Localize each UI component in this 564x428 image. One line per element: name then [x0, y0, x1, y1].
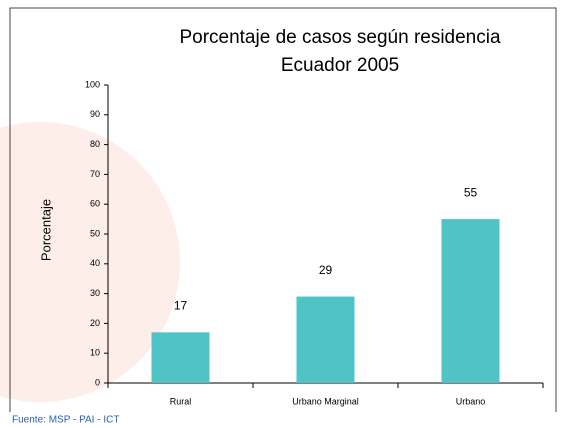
- data-label: 55: [464, 185, 478, 199]
- y-tick-label: 90: [90, 109, 100, 119]
- y-tick-label: 100: [85, 79, 100, 89]
- y-tick-label: 10: [90, 348, 100, 358]
- x-tick-label: Urbano: [456, 396, 486, 406]
- decorative-circle: [0, 122, 180, 402]
- chart-subtitle: Ecuador 2005: [281, 55, 399, 76]
- frame: [9, 7, 557, 412]
- y-tick-label: 30: [90, 288, 100, 298]
- y-axis-label: Porcentaje: [38, 199, 53, 261]
- data-label: 17: [174, 299, 188, 313]
- y-tick-label: 80: [90, 139, 100, 149]
- chart-title: Porcentaje de casos según residencia: [179, 27, 501, 48]
- x-tick-label: Urbano Marginal: [292, 396, 359, 406]
- bar: [441, 219, 500, 383]
- x-tick-label: Rural: [170, 396, 192, 406]
- y-tick-label: 40: [90, 258, 100, 268]
- y-tick-label: 50: [90, 228, 100, 238]
- y-tick-label: 0: [95, 377, 100, 387]
- bar: [296, 296, 355, 383]
- data-label: 29: [319, 263, 333, 277]
- y-tick-label: 70: [90, 169, 100, 179]
- y-tick-label: 60: [90, 199, 100, 209]
- bar: [151, 332, 210, 383]
- y-tick-label: 20: [90, 318, 100, 328]
- source-note: Fuente: MSP - PAI - ICT: [12, 415, 119, 426]
